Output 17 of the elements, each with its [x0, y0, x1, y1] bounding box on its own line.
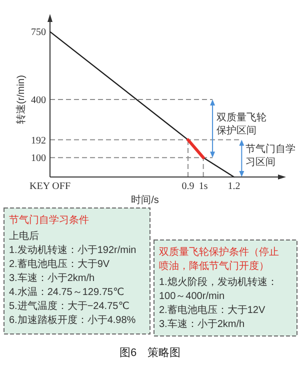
x-tick-label: 0.9 [182, 181, 194, 192]
y-tick-label: 192 [31, 135, 46, 146]
text: 上电后 1.发动机转速：小于192r/min 2.蓄电池电压：大于9V 3.车速：小于2km/h 4.水温：24.75～129.75℃ 5.进气温度：大于−24.75℃ 6.加速踏板开度：小于4.98% [9, 230, 136, 326]
x-axis-title: 时间/s [131, 194, 159, 206]
y-axis-title: 转速(r/min) [15, 75, 27, 124]
annotation: 双质量飞轮保护区间 [216, 111, 267, 136]
x-tick-label: 1s [198, 181, 208, 192]
caption: 图6 策略图 [119, 347, 181, 359]
x-tick-label: 1.2 [228, 181, 240, 192]
text: 1.熄火阶段，发动机转速： 100～400r/min 2.蓄电池电压：大于12V 3.车速：小于2km/h [159, 276, 278, 330]
y-tick-label: 750 [31, 27, 46, 38]
annotation: 节气门自学习区间 [246, 143, 296, 168]
x-tick-label: KEY OFF [29, 181, 71, 192]
text: 节气门自学习条件 [9, 214, 89, 226]
y-tick-label: 100 [31, 153, 46, 164]
y-tick-label: 400 [31, 95, 46, 106]
text: 双质量飞轮保护条件（停止喷油，降低节气门开度） [159, 246, 279, 272]
